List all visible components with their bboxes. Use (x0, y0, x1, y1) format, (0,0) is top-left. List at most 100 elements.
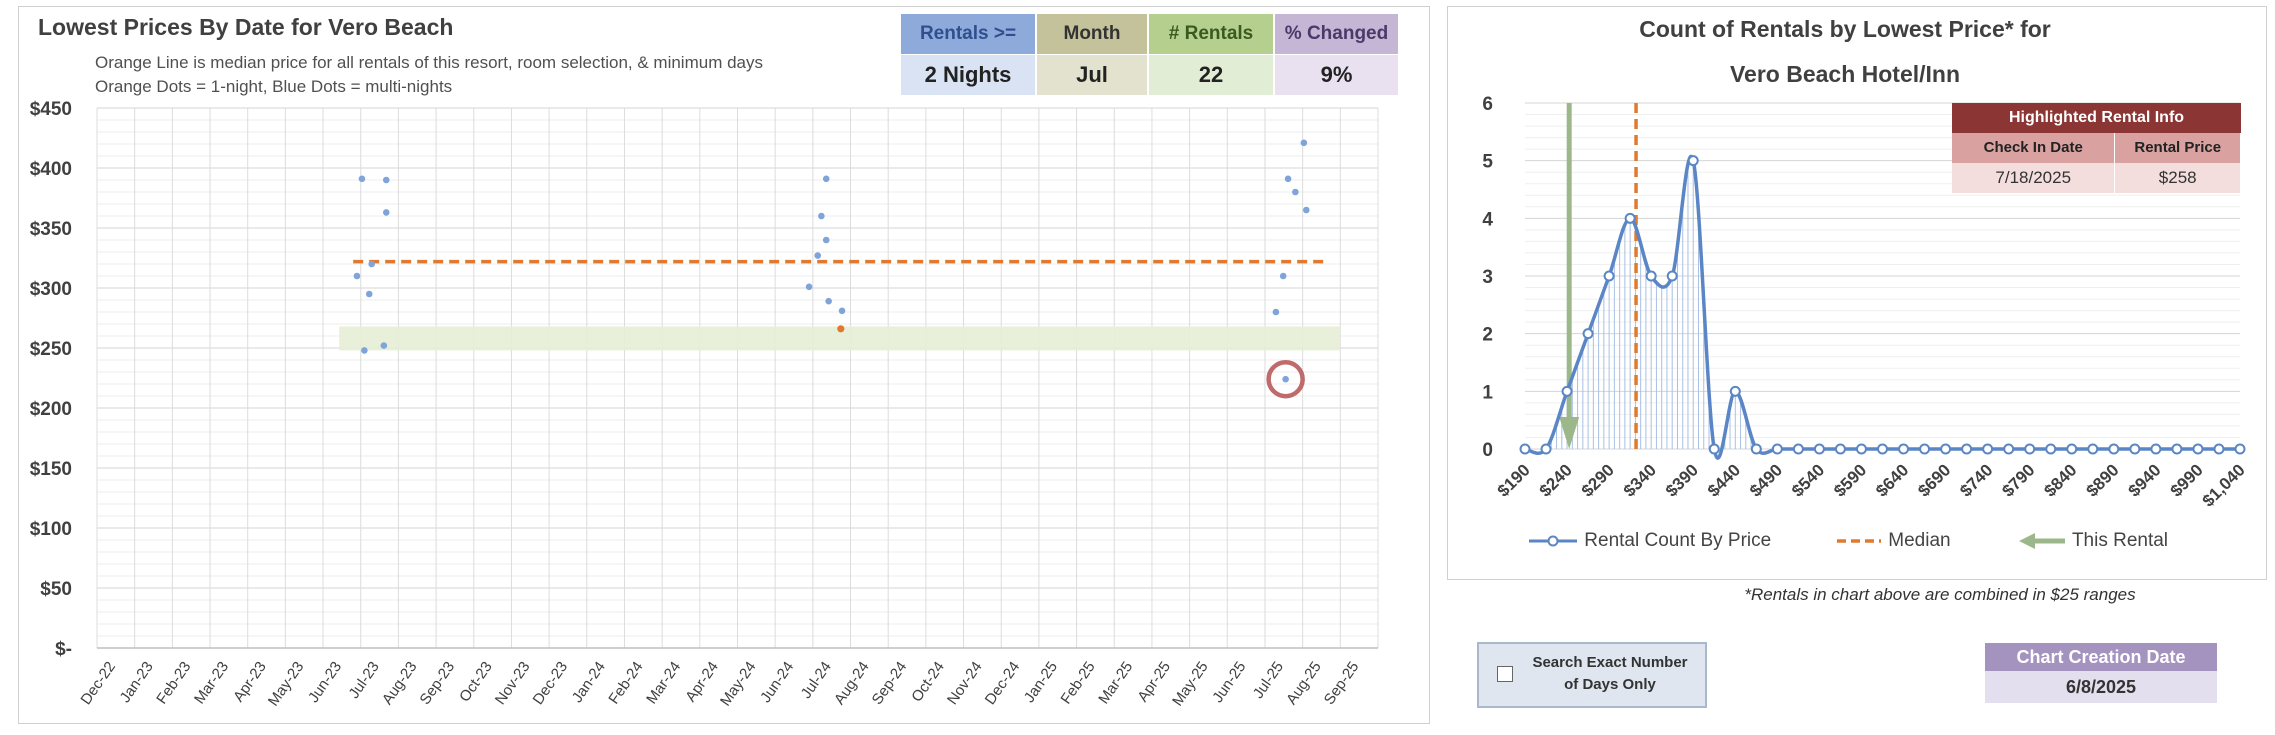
price-label: Rental Price (2115, 133, 2241, 163)
x-tick-label: Apr-25 (1134, 659, 1174, 706)
y-tick-label: $350 (30, 219, 72, 240)
chart-footnote: *Rentals in chart above are combined in … (1744, 585, 2136, 604)
x-tick-label: Mar-25 (1095, 659, 1136, 708)
multi-night-dot (1279, 272, 1287, 280)
multi-night-dot (822, 236, 830, 244)
x-tick-label: Oct-23 (456, 659, 496, 706)
rental-count-marker (1519, 443, 1531, 455)
multi-night-dot (805, 283, 813, 291)
exact-days-checkbox[interactable]: Search Exact Number of Days Only (1477, 642, 1707, 708)
rental-count-marker (1834, 443, 1846, 455)
x-tick-label: $940 (2125, 460, 2165, 500)
x-tick-label: $640 (1872, 460, 1912, 500)
one-night-dot (837, 325, 845, 333)
rental-count-marker (2234, 443, 2246, 455)
rental-count-marker (1540, 443, 1552, 455)
rental-count-marker (2045, 443, 2057, 455)
rental-count-marker (2129, 443, 2141, 455)
creation-date-value: 6/8/2025 (1985, 671, 2217, 703)
x-tick-label: $890 (2082, 460, 2122, 500)
left-chart-title: Lowest Prices By Date for Vero Beach (38, 14, 454, 40)
y-tick-label: 2 (1482, 325, 1493, 346)
x-tick-label: May-24 (717, 659, 760, 710)
month-value: Jul (1037, 55, 1147, 95)
x-tick-label: Sep-25 (1321, 659, 1363, 708)
legend-median: Median (1835, 530, 1951, 552)
x-tick-label: Dec-23 (530, 659, 572, 708)
rental-count-marker (1582, 328, 1594, 340)
checkbox-square[interactable] (1497, 666, 1513, 682)
multi-night-dot (822, 175, 830, 183)
x-tick-label: Mar-24 (643, 659, 684, 708)
left-chart-panel (18, 6, 1430, 724)
x-tick-label: Jan-23 (117, 659, 157, 706)
y-tick-label: 1 (1482, 382, 1493, 403)
y-tick-label: $300 (30, 279, 72, 300)
x-tick-label: $740 (1956, 460, 1996, 500)
y-tick-label: 6 (1482, 94, 1493, 115)
multi-night-dot (1284, 175, 1292, 183)
multi-night-dot (838, 307, 846, 315)
multi-night-dot (1282, 375, 1289, 383)
legend-line-marker-icon (1529, 535, 1577, 547)
x-tick-label: Dec-22 (77, 659, 119, 708)
rental-count-marker (1687, 155, 1699, 167)
right-chart-title-2: Vero Beach Hotel/Inn (1729, 61, 1961, 87)
month-header: Month (1037, 14, 1147, 54)
multi-night-dot (1292, 188, 1299, 196)
rental-count-marker (1877, 443, 1888, 455)
x-tick-label: Aug-25 (1283, 659, 1325, 708)
x-tick-label: Jun-25 (1209, 659, 1249, 706)
x-tick-label: Apr-24 (682, 659, 722, 706)
y-tick-label: $450 (30, 99, 72, 120)
rental-count-marker (2087, 443, 2099, 455)
left-chart-subtitle-2: Orange Dots = 1-night, Blue Dots = multi… (95, 77, 453, 96)
highlighted-rental-table: Highlighted Rental Info Check In Date Re… (1952, 103, 2241, 193)
rental-count-marker (1561, 385, 1573, 397)
x-tick-label: $690 (1914, 460, 1954, 500)
x-tick-label: Apr-23 (230, 659, 270, 706)
x-tick-label: $540 (1788, 460, 1828, 500)
x-tick-label: $590 (1830, 460, 1870, 500)
y-tick-label: 4 (1482, 209, 1493, 230)
multi-night-dot (825, 297, 832, 305)
left-chart-subtitle-1: Orange Line is median price for all rent… (95, 53, 763, 72)
x-tick-label: Nov-24 (944, 659, 986, 708)
rental-count-marker (1982, 443, 1994, 455)
exact-days-label-line-1: Search Exact Number (1532, 654, 1688, 671)
multi-night-dot (361, 347, 368, 354)
x-tick-label: Nov-23 (492, 659, 534, 708)
x-tick-label: $1,040 (2199, 460, 2249, 510)
x-tick-label: $840 (2040, 460, 2080, 500)
price-value: $258 (2115, 163, 2241, 193)
x-tick-label: Mar-23 (191, 659, 232, 708)
x-tick-label: Sep-24 (869, 659, 911, 708)
rentals-value: 2 Nights (901, 55, 1035, 95)
rental-count-marker (1771, 443, 1783, 455)
x-tick-label: $440 (1704, 460, 1744, 500)
y-tick-label: 5 (1482, 152, 1493, 173)
multi-night-dot (818, 212, 825, 220)
x-tick-label: May-25 (1169, 659, 1212, 710)
price-scatter-chart: $- $50 $100 $150 $200 $250 $300 $350 $400 $450 Dec… (30, 99, 1379, 710)
x-tick-label: Aug-23 (379, 659, 421, 708)
rental-count-marker (1792, 443, 1804, 455)
y-tick-label: 0 (1482, 440, 1493, 461)
x-tick-label: $490 (1746, 460, 1786, 500)
multi-night-dot (368, 260, 375, 268)
highlighted-rental-title: Highlighted Rental Info (1952, 103, 2241, 133)
creation-date-header: Chart Creation Date (1985, 643, 2217, 671)
legend-this-rental-label: This Rental (2071, 530, 2169, 551)
rental-count-marker (2066, 443, 2078, 455)
y-tick-label: $250 (30, 339, 72, 360)
y-tick-label: $400 (30, 159, 72, 180)
right-chart-panel (1447, 6, 2267, 580)
rental-count-value: 22 (1149, 55, 1273, 95)
rental-count-marker (1961, 443, 1973, 455)
rental-count-marker (2024, 443, 2036, 455)
x-tick-label: $390 (1662, 460, 1702, 500)
x-tick-label: Jun-23 (305, 659, 345, 706)
x-tick-label: Jun-24 (757, 659, 797, 706)
x-tick-label: Dec-24 (982, 659, 1024, 708)
